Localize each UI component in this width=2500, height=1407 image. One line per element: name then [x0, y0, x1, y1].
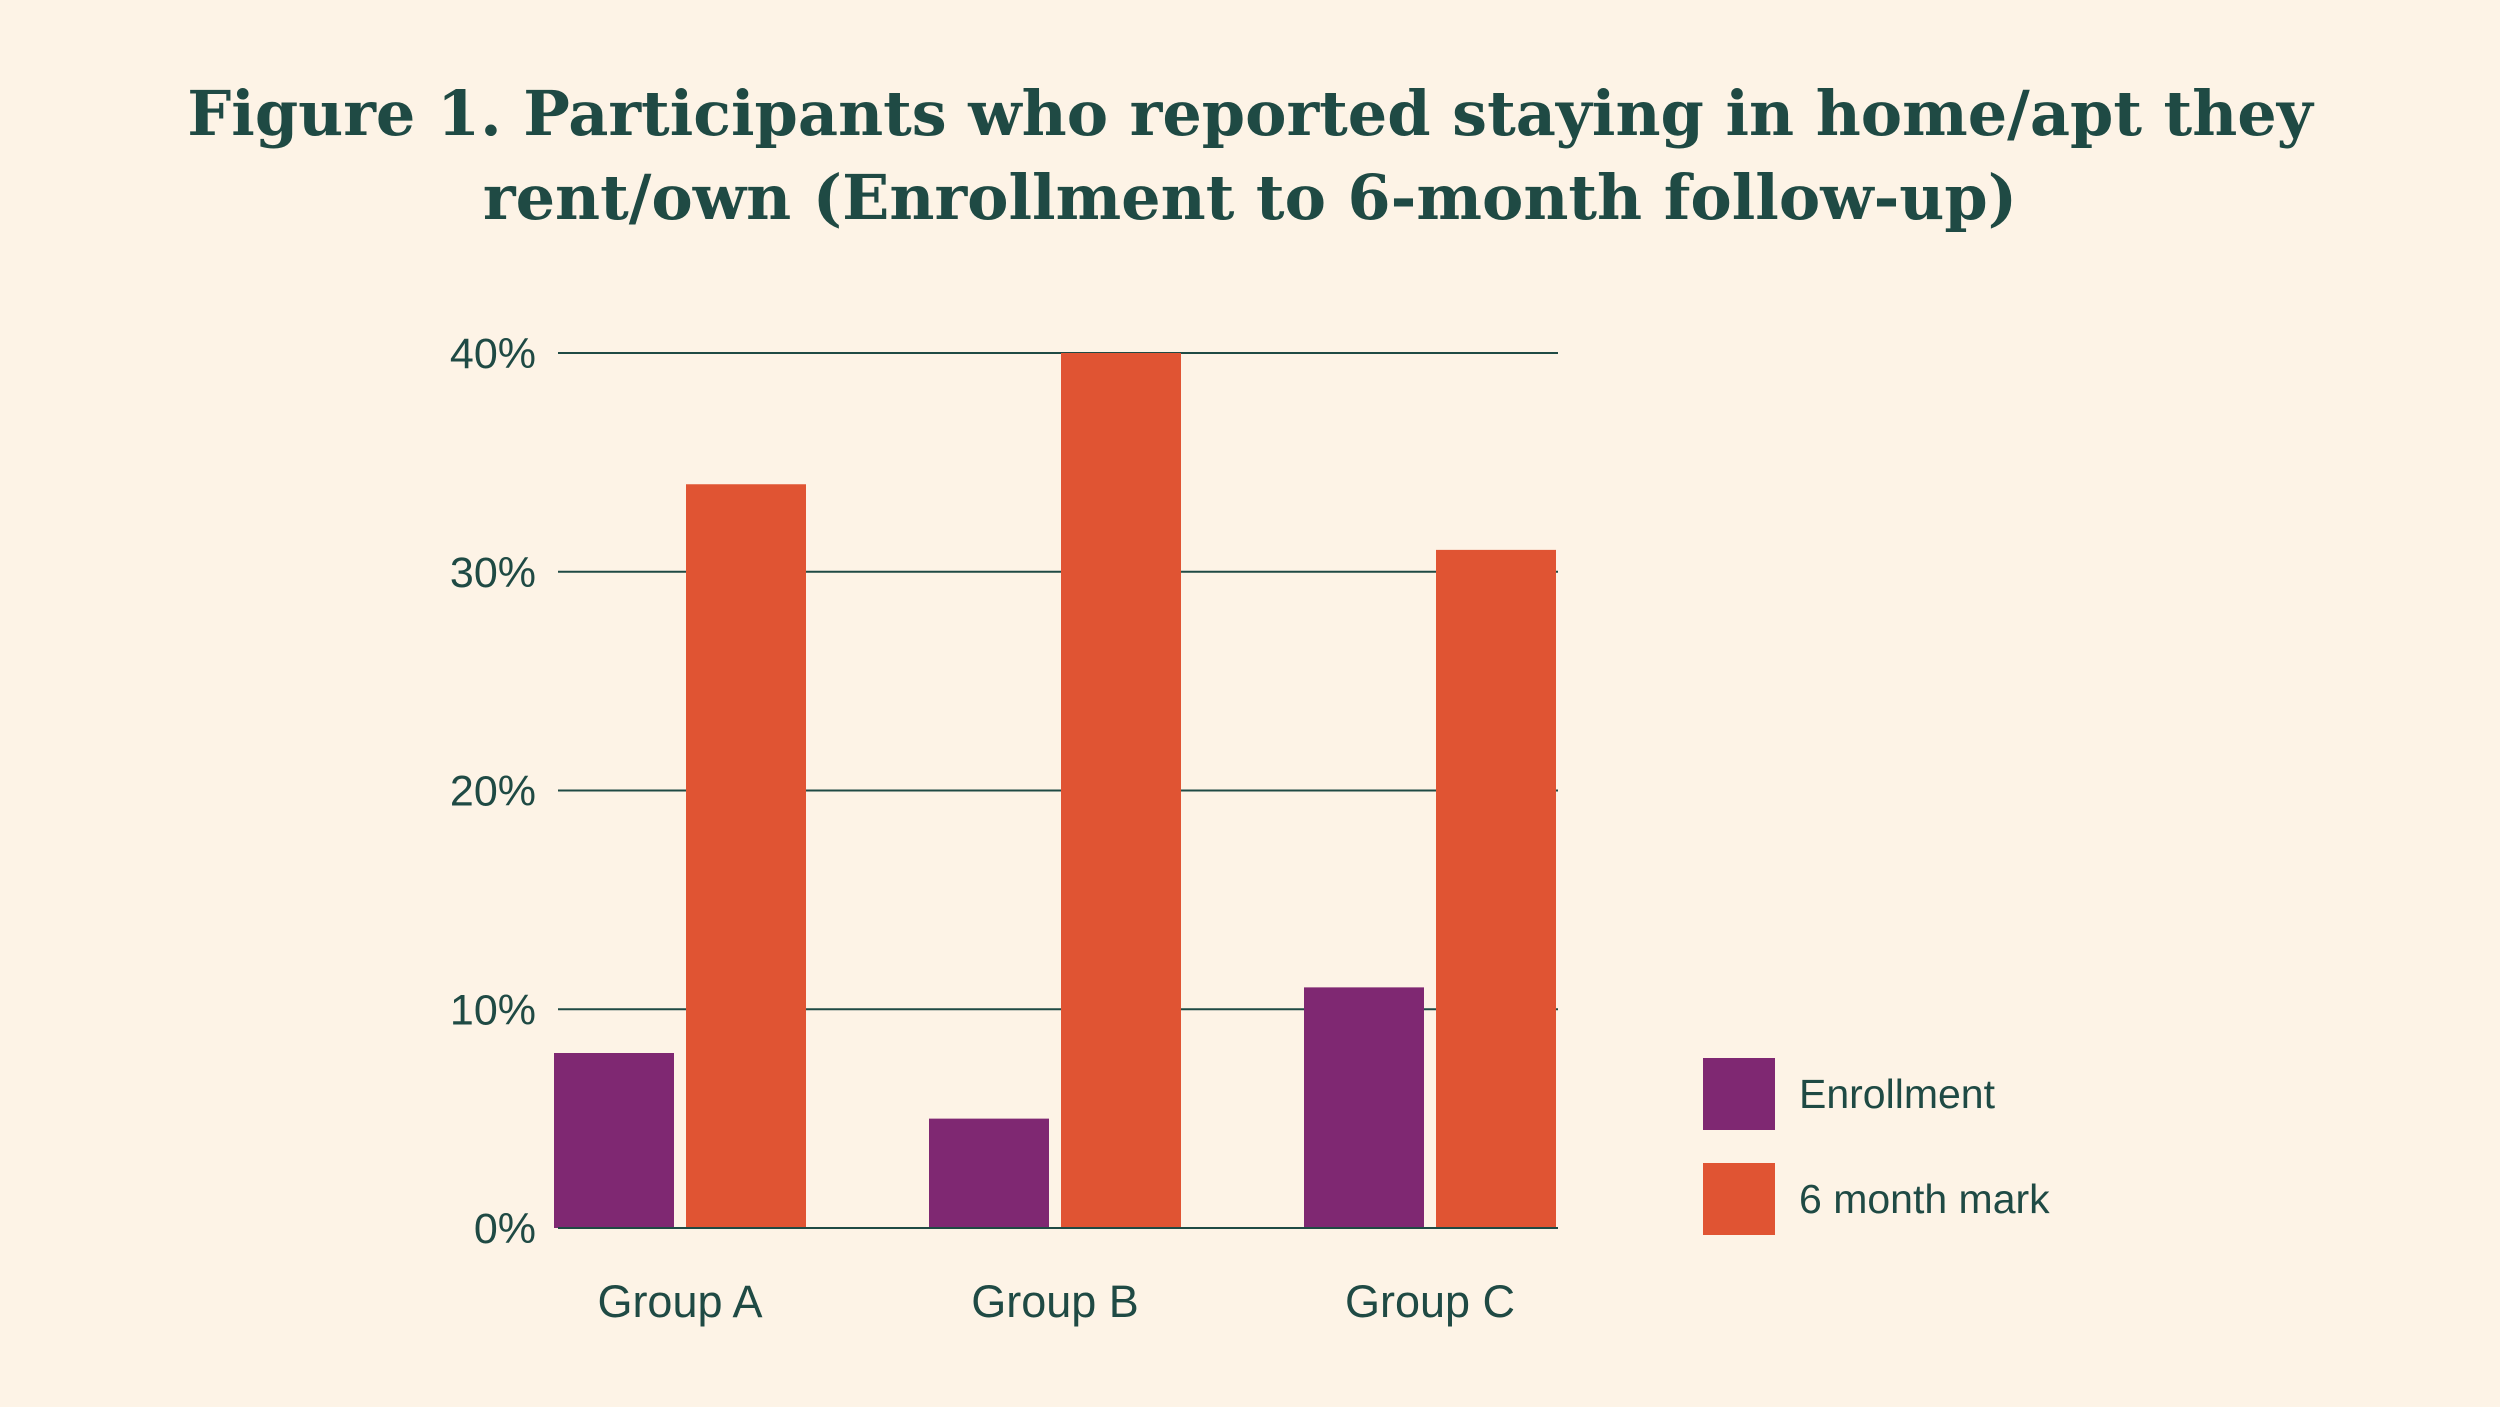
bars [554, 353, 1556, 1228]
axes: 0% 10% 20% 30% 40% Group A Group B Group C [450, 330, 1558, 1327]
chart-title-line-1: Figure 1. Participants who reported stay… [187, 77, 2313, 150]
y-tick-label: 20% [450, 768, 536, 816]
x-category-label: Group C [1345, 1276, 1515, 1327]
chart-title: Figure 1. Participants who reported stay… [0, 72, 2500, 240]
legend-swatch-6-month-mark [1703, 1163, 1775, 1235]
x-category-label: Group B [971, 1276, 1139, 1327]
y-tick-label: 10% [450, 986, 536, 1034]
legend-label: Enrollment [1799, 1071, 1996, 1117]
bar-group-a-6-month-mark [686, 484, 806, 1228]
y-tick-label: 30% [450, 549, 536, 597]
legend-swatch-enrollment [1703, 1058, 1775, 1130]
bar-group-b-6-month-mark [1061, 353, 1181, 1228]
legend: Enrollment 6 month mark [1703, 1058, 2050, 1235]
x-category-label: Group A [597, 1276, 762, 1327]
y-tick-label: 0% [474, 1205, 536, 1253]
bar-group-b-enrollment [929, 1118, 1049, 1228]
bar-group-c-6-month-mark [1436, 549, 1556, 1228]
chart-title-line-2: rent/own (Enrollment to 6-month follow-u… [482, 161, 2018, 234]
bar-group-c-enrollment [1304, 987, 1424, 1228]
bar-group-a-enrollment [554, 1053, 674, 1228]
legend-label: 6 month mark [1799, 1176, 2050, 1222]
y-tick-label: 40% [450, 330, 536, 378]
